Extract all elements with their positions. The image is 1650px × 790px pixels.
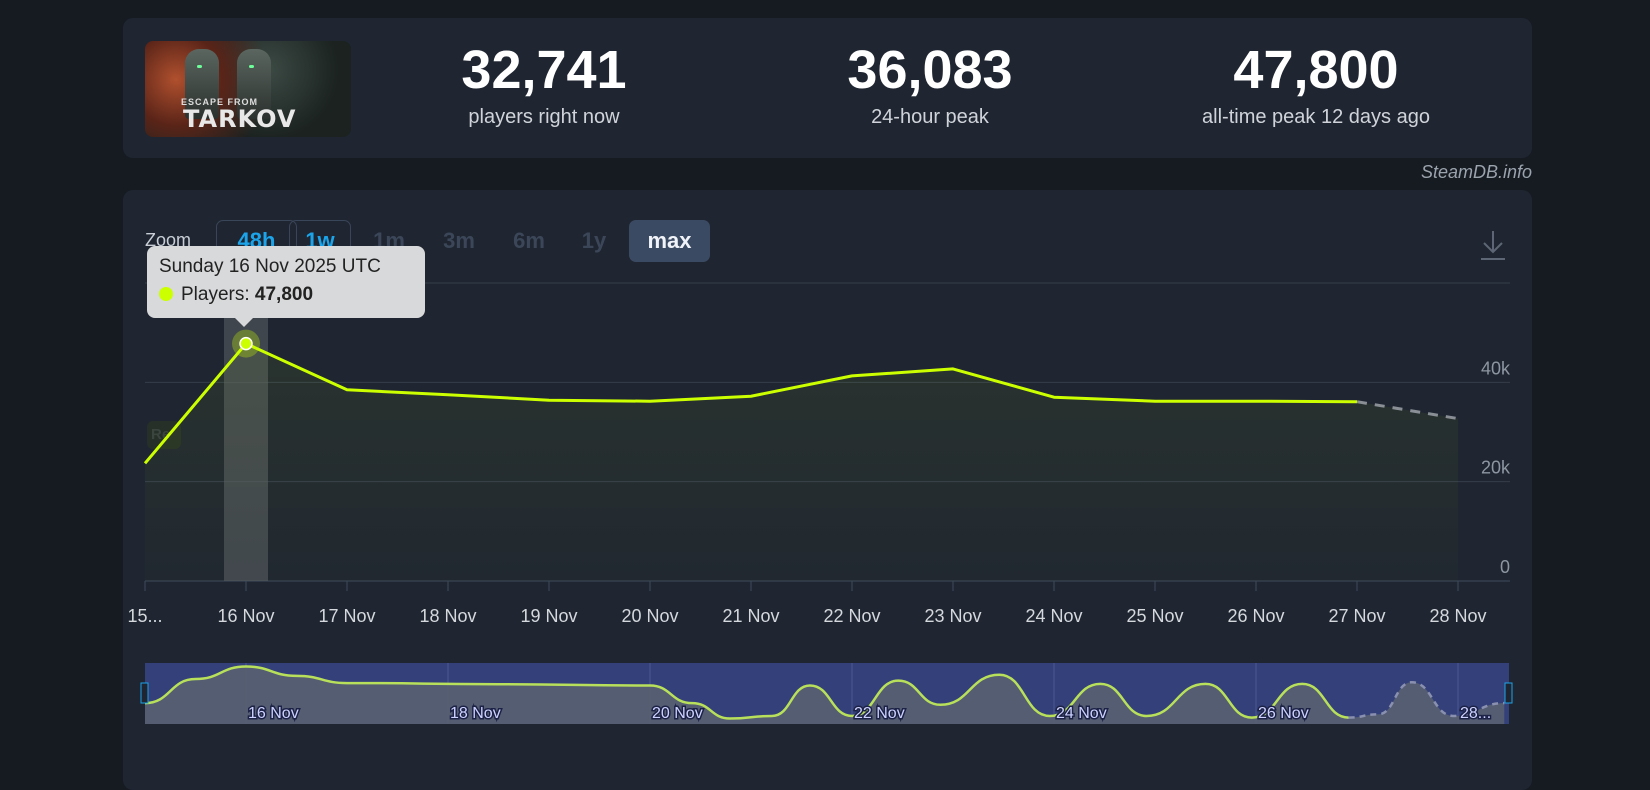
tooltip-date: Sunday 16 Nov 2025 UTC [159, 256, 381, 277]
chart-tooltip: Sunday 16 Nov 2025 UTC Players: 47,800 [147, 246, 425, 327]
zoom-1y-button[interactable]: 1y [581, 228, 607, 253]
x-tick-label: 16 Nov [217, 606, 274, 626]
tooltip-row: Players: 47,800 [159, 284, 313, 306]
navigator-forecast-line [1348, 681, 1505, 719]
x-tick-label: 21 Nov [722, 606, 779, 626]
navigator-label: 28... [1460, 705, 1491, 722]
download-icon[interactable] [1478, 228, 1508, 262]
navigator-label: 20 Nov [652, 705, 703, 722]
navigator-handle-left[interactable] [140, 682, 149, 704]
y-tick-label: 20k [1481, 458, 1511, 478]
x-tick-label: 22 Nov [823, 606, 880, 626]
y-tick-label: 0 [1500, 557, 1510, 577]
navigator-label: 24 Nov [1056, 705, 1107, 722]
all-time-peak-label: all-time peak 12 days ago [1202, 106, 1430, 128]
stat-all-time-peak: 47,800 all-time peak 12 days ago [1136, 38, 1496, 132]
navigator-label: 18 Nov [450, 705, 501, 722]
zoom-6m-button[interactable]: 6m [513, 228, 545, 253]
all-time-peak-value: 47,800 [1233, 40, 1399, 100]
x-tick-label: 17 Nov [318, 606, 375, 626]
stat-current-players: 32,741 players right now [364, 38, 724, 132]
x-tick-label: 18 Nov [419, 606, 476, 626]
x-tick-label: 24 Nov [1025, 606, 1082, 626]
stat-24h-peak: 36,083 24-hour peak [750, 38, 1110, 132]
stats-header: ESCAPE FROM TARKOV 32,741 players right n… [123, 18, 1532, 158]
peak-24h-label: 24-hour peak [871, 106, 989, 128]
tooltip-series-label: Players: [181, 284, 250, 305]
navigator-line [144, 665, 1349, 720]
x-tick-label: 19 Nov [520, 606, 577, 626]
player-chart: 0 20k 40k 15... 16 Nov 17 Nov 18 Nov 19 Nov 20 N… [127, 282, 1513, 724]
navigator-handle-right[interactable] [1504, 682, 1513, 704]
zoom-label: Zoom [145, 230, 192, 250]
x-tick-label: 26 Nov [1227, 606, 1284, 626]
navigator-label: 22 Nov [854, 705, 905, 722]
steamdb-credit[interactable]: SteamDB.info [1420, 162, 1532, 182]
series-line-players [143, 342, 1358, 465]
current-players-label: players right now [468, 106, 620, 128]
x-tick-label: 15... [127, 606, 162, 626]
x-tick-label: 25 Nov [1126, 606, 1183, 626]
current-players-value: 32,741 [461, 40, 627, 100]
tooltip-value: 47,800 [254, 284, 314, 305]
navigator-label: 16 Nov [248, 705, 299, 722]
navigator-area [145, 666, 1505, 724]
zoom-max-button[interactable]: max [629, 220, 710, 262]
hover-point [239, 336, 253, 351]
series-dot-icon [159, 287, 173, 301]
navigator-label: 26 Nov [1258, 705, 1309, 722]
x-tick-label: 23 Nov [924, 606, 981, 626]
game-logo[interactable]: ESCAPE FROM TARKOV [145, 41, 351, 137]
y-tick-label: 40k [1481, 358, 1511, 378]
x-tick-label: 27 Nov [1328, 606, 1385, 626]
x-tick-label: 20 Nov [621, 606, 678, 626]
peak-24h-value: 36,083 [847, 40, 1013, 100]
x-tick-label: 28 Nov [1429, 606, 1486, 626]
zoom-3m-button[interactable]: 3m [443, 228, 475, 253]
series-area [145, 343, 1458, 581]
